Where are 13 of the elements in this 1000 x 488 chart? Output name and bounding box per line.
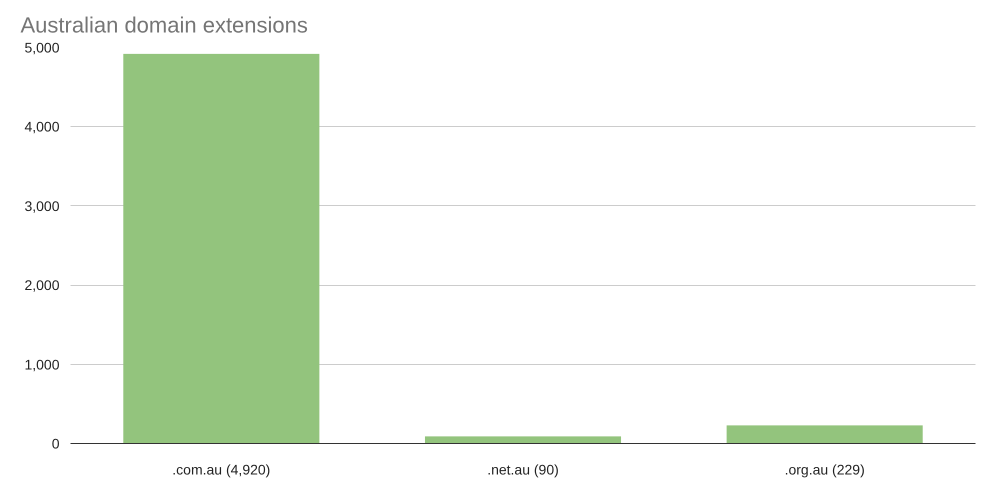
chart-title: Australian domain extensions [20, 12, 308, 38]
y-tick-label: 0 [52, 436, 60, 452]
bar [123, 54, 320, 444]
x-tick-label: .com.au (4,920) [172, 462, 270, 478]
y-tick-label: 5,000 [24, 40, 60, 56]
x-tick-label: .net.au (90) [487, 462, 559, 478]
x-tick-label: .org.au (229) [784, 462, 865, 478]
y-tick-label: 2,000 [24, 277, 60, 294]
y-tick-label: 1,000 [24, 356, 60, 372]
y-tick-label: 4,000 [24, 118, 60, 135]
bar [424, 436, 622, 444]
bar [726, 425, 923, 444]
y-tick-label: 3,000 [24, 198, 60, 214]
